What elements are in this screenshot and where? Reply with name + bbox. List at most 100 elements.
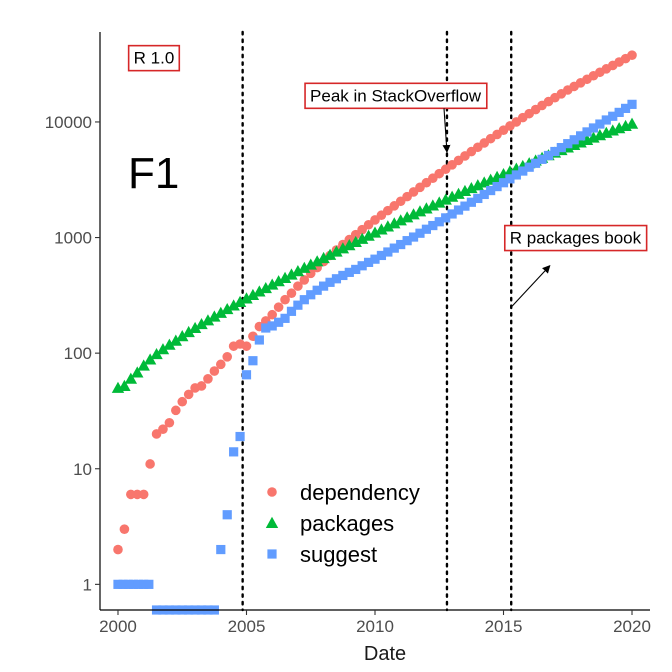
point-suggest: [537, 154, 547, 164]
point-packages: [278, 271, 292, 283]
point-suggest: [434, 217, 444, 227]
point-dependency: [183, 389, 194, 400]
point-suggest: [556, 143, 566, 153]
annotation-box: [304, 82, 488, 110]
point-packages: [176, 330, 189, 342]
point-suggest: [608, 111, 618, 121]
point-suggest: [408, 232, 419, 242]
point-packages: [118, 379, 131, 391]
point-suggest: [376, 250, 387, 261]
point-suggest: [505, 174, 515, 184]
point-dependency: [119, 524, 130, 534]
series-dependency: [113, 50, 637, 555]
annotation-label: Peak in StackOverflow: [310, 86, 482, 105]
point-packages: [227, 299, 240, 311]
point-packages: [143, 353, 157, 365]
point-suggest: [286, 306, 297, 316]
point-suggest: [280, 313, 290, 323]
point-suggest: [396, 239, 406, 250]
point-suggest: [595, 119, 605, 129]
point-suggest: [235, 431, 245, 442]
point-packages: [298, 261, 311, 273]
legend-label-suggest: suggest: [300, 542, 377, 567]
point-dependency: [113, 544, 123, 555]
point-suggest: [293, 300, 303, 310]
point-suggest: [113, 579, 123, 589]
point-packages: [221, 303, 234, 315]
point-dependency: [215, 359, 226, 370]
point-packages: [330, 245, 343, 257]
point-suggest: [486, 185, 496, 196]
point-packages: [420, 202, 433, 214]
point-suggest: [216, 544, 226, 555]
point-suggest: [133, 579, 144, 589]
point-suggest: [447, 209, 457, 219]
point-suggest: [479, 189, 489, 200]
legend-key-packages: [265, 516, 279, 528]
point-dependency: [138, 489, 149, 500]
point-dependency: [177, 396, 188, 407]
point-packages: [478, 176, 491, 188]
legend-label-packages: packages: [300, 511, 394, 536]
point-suggest: [267, 321, 277, 331]
point-packages: [240, 292, 253, 304]
point-packages: [323, 248, 337, 260]
point-dependency: [164, 417, 175, 428]
point-suggest: [229, 447, 239, 457]
point-suggest: [563, 139, 573, 149]
point-packages: [439, 193, 452, 205]
point-dependency: [196, 381, 207, 391]
point-suggest: [306, 290, 316, 300]
point-packages: [214, 306, 227, 318]
point-suggest: [299, 295, 309, 305]
point-packages: [471, 179, 485, 191]
point-packages: [265, 278, 279, 290]
point-packages: [233, 295, 247, 307]
point-packages: [285, 268, 298, 280]
point-packages: [413, 205, 427, 217]
point-suggest: [511, 170, 521, 180]
point-suggest: [118, 579, 128, 589]
annotation-box: [127, 44, 181, 72]
annotation-label: R 1.0: [134, 49, 175, 68]
annotation-label: R packages book: [510, 229, 642, 248]
point-suggest: [338, 270, 348, 281]
point-packages: [201, 314, 215, 326]
point-suggest: [582, 127, 592, 137]
y-tick-label: 1000: [54, 229, 92, 248]
x-tick-label: 2010: [356, 617, 394, 636]
point-dependency: [209, 366, 220, 376]
point-dependency: [286, 288, 297, 299]
point-packages: [465, 182, 478, 194]
point-suggest: [370, 254, 380, 264]
point-packages: [195, 318, 208, 330]
legend: dependency packages suggest: [265, 480, 420, 567]
point-packages: [388, 217, 401, 229]
point-packages: [362, 229, 375, 241]
point-dependency: [280, 294, 290, 305]
point-suggest: [460, 201, 470, 211]
point-packages: [169, 334, 183, 346]
annotation: R packages book: [503, 224, 648, 308]
point-packages: [375, 223, 388, 235]
point-suggest: [569, 135, 579, 145]
point-suggest: [318, 281, 329, 291]
series-packages: [111, 117, 639, 393]
point-packages: [291, 265, 305, 277]
point-suggest: [331, 274, 342, 284]
y-tick-label: 10: [73, 460, 92, 479]
point-packages: [304, 258, 317, 270]
point-packages: [433, 196, 446, 208]
point-packages: [253, 285, 266, 297]
point-packages: [182, 325, 195, 338]
y-tick-label: 10000: [45, 113, 92, 132]
point-dependency: [171, 405, 181, 416]
point-suggest: [325, 277, 335, 287]
point-dependency: [293, 281, 303, 291]
point-suggest: [588, 123, 599, 133]
point-suggest: [531, 158, 541, 168]
point-packages: [355, 232, 369, 244]
point-suggest: [123, 579, 133, 589]
point-dependency: [627, 50, 637, 60]
point-dependency: [267, 309, 277, 320]
